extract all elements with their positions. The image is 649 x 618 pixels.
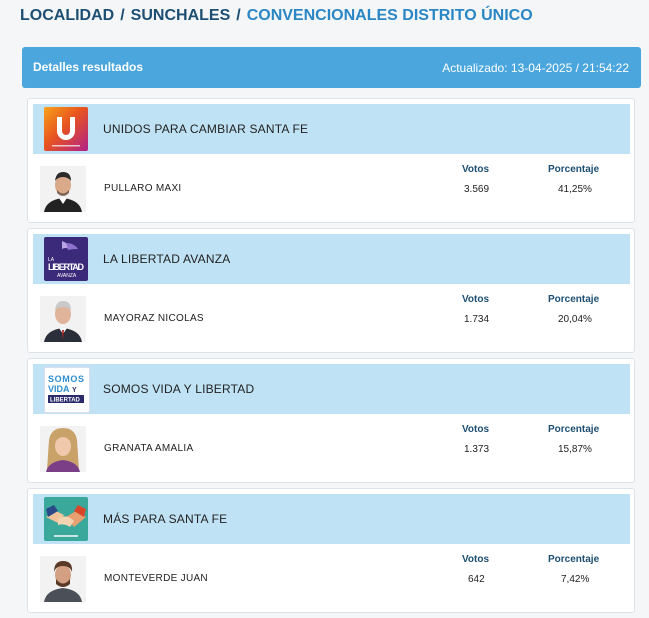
candidate-photo xyxy=(40,426,86,472)
result-card: LA LIBERTAD AVANZA LA LIBERTAD AVANZA MA… xyxy=(27,228,635,353)
svg-text:LIBERTAD: LIBERTAD xyxy=(50,398,81,404)
candidate-photo xyxy=(40,556,86,602)
party-logo-lla-icon: LA LIBERTAD AVANZA xyxy=(48,241,85,279)
party-name: MÁS PARA SANTA FE xyxy=(103,512,228,526)
breadcrumb-separator: / xyxy=(120,7,125,24)
votos-header: Votos xyxy=(462,164,490,175)
votos-header: Votos xyxy=(462,554,490,565)
votos-value: 3.569 xyxy=(464,184,490,195)
party-logo: LA LIBERTAD AVANZA xyxy=(44,237,88,281)
breadcrumb-current: CONVENCIONALES DISTRITO ÚNICO xyxy=(246,7,533,24)
svg-text:LA: LA xyxy=(48,257,55,263)
votos-header: Votos xyxy=(462,294,490,305)
porcentaje-header: Porcentaje xyxy=(548,164,600,175)
party-name: LA LIBERTAD AVANZA xyxy=(103,252,231,266)
result-card: MÁS PARA SANTA FE MONTEVERDE JUAN Votos … xyxy=(27,488,635,613)
result-card: SOMOS VIDA Y LIBERTAD SOMOS VIDA Y LIBER… xyxy=(27,358,635,483)
votos-value: 642 xyxy=(468,574,485,585)
party-logo: SOMOS VIDA Y LIBERTAD xyxy=(44,367,90,413)
updated-timestamp: Actualizado: 13-04-2025 / 21:54:22 xyxy=(442,61,629,75)
party-header: UNIDOS PARA CAMBIAR SANTA FE xyxy=(33,104,630,154)
candidate-name: MAYORAZ NICOLAS xyxy=(104,313,204,324)
candidate-photo xyxy=(40,166,86,212)
candidate-name: MONTEVERDE JUAN xyxy=(104,573,208,584)
results-list: UNIDOS PARA CAMBIAR SANTA FE PULLARO MAX… xyxy=(27,98,635,618)
svg-text:VIDA: VIDA xyxy=(48,384,70,394)
party-header: LA LIBERTAD AVANZA LA LIBERTAD AVANZA xyxy=(33,234,630,284)
votos-header: Votos xyxy=(462,424,490,435)
candidate-name: PULLARO MAXI xyxy=(104,183,182,194)
porcentaje-header: Porcentaje xyxy=(548,554,600,565)
porcentaje-value: 15,87% xyxy=(558,444,592,455)
votos-value: 1.373 xyxy=(464,444,490,455)
party-logo-u-icon xyxy=(52,117,80,147)
breadcrumb-localidad[interactable]: LOCALIDAD xyxy=(20,7,115,24)
porcentaje-value: 41,25% xyxy=(558,184,592,195)
breadcrumb: LOCALIDAD / SUNCHALES / CONVENCIONALES DISTR… xyxy=(20,7,533,25)
porcentaje-value: 7,42% xyxy=(561,574,590,585)
porcentaje-header: Porcentaje xyxy=(548,294,600,305)
results-title: Detalles resultados xyxy=(33,60,144,74)
svg-text:SOMOS: SOMOS xyxy=(48,374,84,384)
party-logo xyxy=(44,107,88,151)
candidate-photo xyxy=(40,296,86,342)
candidate-name: GRANATA AMALIA xyxy=(104,443,194,454)
svg-text:Y: Y xyxy=(72,387,77,394)
party-logo xyxy=(44,497,88,541)
porcentaje-value: 20,04% xyxy=(558,314,592,325)
handshake-icon xyxy=(46,505,86,537)
breadcrumb-separator: / xyxy=(236,7,241,24)
party-logo-svl-icon: SOMOS VIDA Y LIBERTAD xyxy=(48,374,84,404)
party-name: UNIDOS PARA CAMBIAR SANTA FE xyxy=(103,122,309,136)
svg-text:AVANZA: AVANZA xyxy=(57,273,77,279)
svg-text:LIBERTAD: LIBERTAD xyxy=(48,262,85,272)
breadcrumb-sunchales[interactable]: SUNCHALES xyxy=(130,7,231,24)
party-header: MÁS PARA SANTA FE xyxy=(33,494,630,544)
porcentaje-header: Porcentaje xyxy=(548,424,600,435)
votos-value: 1.734 xyxy=(464,314,490,325)
results-header-banner: Detalles resultados Actualizado: 13-04-2… xyxy=(22,47,641,88)
party-name: SOMOS VIDA Y LIBERTAD xyxy=(103,382,255,396)
party-header: SOMOS VIDA Y LIBERTAD SOMOS VIDA Y LIBER… xyxy=(33,364,630,414)
result-card: UNIDOS PARA CAMBIAR SANTA FE PULLARO MAX… xyxy=(27,98,635,223)
